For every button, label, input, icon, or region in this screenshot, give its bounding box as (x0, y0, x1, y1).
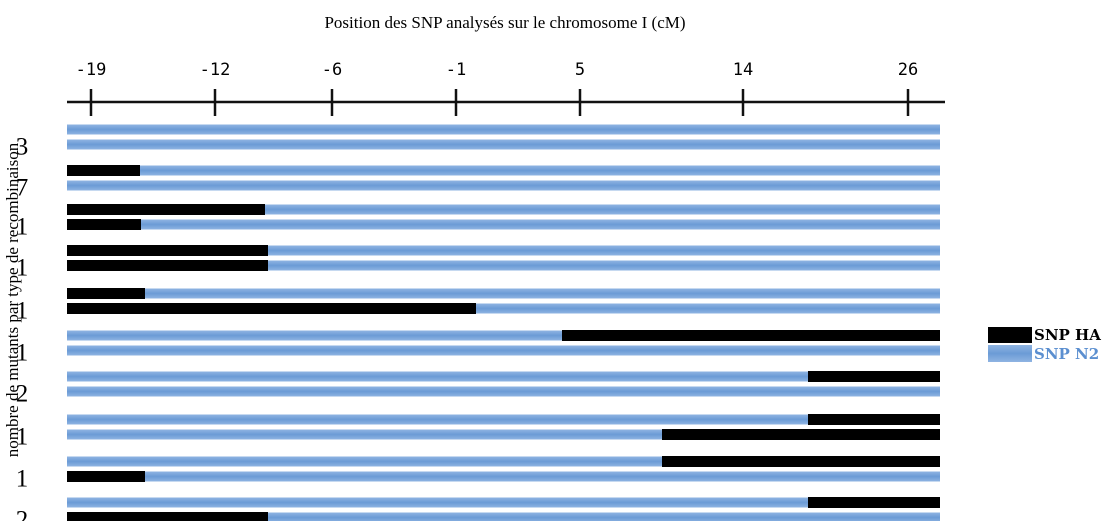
snp-bar-n2 (67, 512, 940, 521)
snp-bar-n2 (67, 288, 940, 299)
tick-label: 5 (575, 60, 585, 80)
snp-bar-n2 (67, 414, 940, 425)
snp-bar-n2 (67, 330, 940, 341)
snp-segment-ha (67, 471, 145, 482)
row-count: 2 (16, 381, 29, 408)
snp-segment-ha (67, 512, 268, 521)
snp-bar-n2 (67, 471, 940, 482)
snp-bar-n2 (67, 245, 940, 256)
row-count: 1 (16, 424, 29, 451)
row-count: 2 (16, 507, 29, 521)
snp-segment-ha (67, 204, 265, 215)
snp-bar-n2 (67, 180, 940, 191)
snp-bar-n2 (67, 456, 940, 467)
snp-segment-ha (562, 330, 940, 341)
tick-label: 14 (733, 60, 753, 80)
snp-bar-n2 (67, 139, 940, 150)
snp-bar-n2 (67, 124, 940, 135)
legend-label-n2: SNP N2 (1034, 345, 1099, 363)
snp-segment-ha (662, 456, 940, 467)
snp-segment-ha (67, 219, 141, 230)
row-count: 1 (16, 466, 29, 493)
snp-bar-n2 (67, 345, 940, 356)
snp-bar-n2 (67, 219, 940, 230)
row-count: 1 (16, 214, 29, 241)
tick-label: 26 (898, 60, 918, 80)
tick-label: -19 (76, 60, 107, 80)
snp-bar-n2 (67, 204, 940, 215)
snp-bar-n2 (67, 386, 940, 397)
snp-bar-n2 (67, 429, 940, 440)
y-label: nombre de mutants par type de recombinai… (3, 142, 22, 457)
snp-segment-ha (67, 303, 476, 314)
snp-segment-ha (67, 260, 268, 271)
snp-segment-ha (662, 429, 940, 440)
snp-segment-ha (808, 414, 940, 425)
row-count: 1 (16, 298, 29, 325)
snp-segment-ha (67, 288, 145, 299)
snp-segment-ha (67, 245, 268, 256)
snp-bar-n2 (67, 260, 940, 271)
snp-bar-n2 (67, 497, 940, 508)
row-count: 1 (16, 255, 29, 282)
snp-segment-ha (808, 497, 940, 508)
snp-bar-n2 (67, 165, 940, 176)
tick-label: -6 (322, 60, 342, 80)
snp-bar-n2 (67, 371, 940, 382)
snp-segment-ha (67, 165, 140, 176)
row-count: 3 (16, 134, 29, 161)
tick-label: -12 (200, 60, 231, 80)
title: Position des SNP analysés sur le chromos… (324, 13, 685, 32)
tick-label: -1 (446, 60, 466, 80)
legend-label-ha: SNP HA (1034, 326, 1101, 344)
snp-segment-ha (808, 371, 940, 382)
snp-bar-n2 (67, 303, 940, 314)
row-count: 7 (16, 175, 29, 202)
row-count: 1 (16, 340, 29, 367)
legend-swatch-ha (988, 327, 1032, 343)
legend-swatch-n2 (988, 345, 1032, 362)
